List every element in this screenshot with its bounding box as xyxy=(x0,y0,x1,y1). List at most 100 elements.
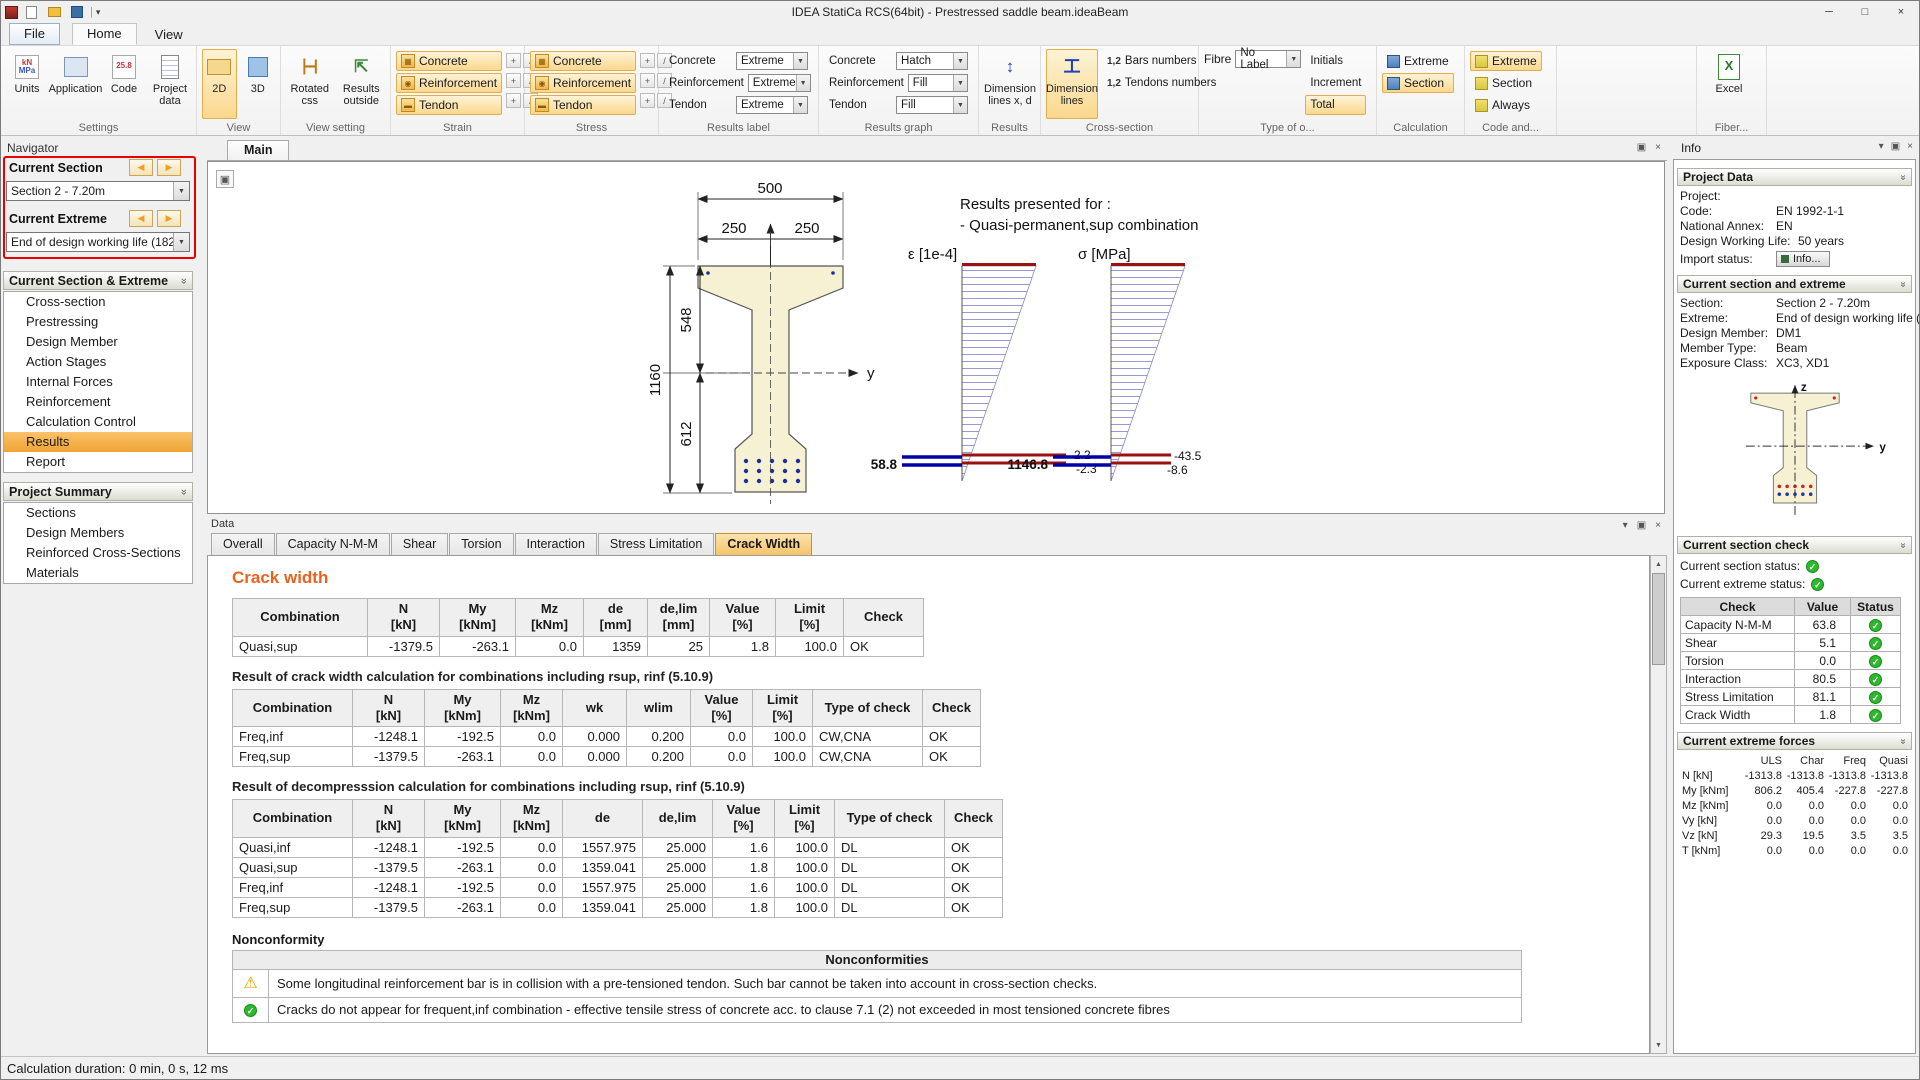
sidebar-item-design-members[interactable]: Design Members xyxy=(26,525,125,540)
project-summary-panel-header[interactable]: Project Summary « xyxy=(3,482,193,501)
chevron-down-icon[interactable]: ▼ xyxy=(793,53,807,69)
pin-icon[interactable]: ▣ xyxy=(1636,520,1647,531)
drawing-canvas[interactable]: ▣ y xyxy=(207,161,1665,514)
close-button[interactable]: × xyxy=(1897,6,1905,18)
view-2d-button[interactable]: 2D xyxy=(202,49,237,119)
scrollbar-thumb[interactable] xyxy=(1652,573,1665,665)
units-button[interactable]: kN MPa Units xyxy=(6,49,48,119)
tab-stress-limitation[interactable]: Stress Limitation xyxy=(597,533,715,555)
collapse-icon[interactable]: « xyxy=(1897,281,1909,287)
chevron-down-icon[interactable]: ▼ xyxy=(953,53,967,69)
current-extreme-forces-header[interactable]: Current extreme forces « xyxy=(1677,732,1912,750)
stress-tendon-toggle[interactable]: ▬ Tendon xyxy=(530,95,637,115)
open-file-button[interactable] xyxy=(44,3,64,21)
strain-concrete-toggle[interactable]: ▦ Concrete xyxy=(396,51,503,71)
strain-scale-plus-icon[interactable]: + xyxy=(506,53,522,68)
tab-crack-width[interactable]: Crack Width xyxy=(715,533,813,555)
application-button[interactable]: Application xyxy=(49,49,102,119)
sidebar-item-reinforcement[interactable]: Reinforcement xyxy=(26,394,111,409)
tab-torsion[interactable]: Torsion xyxy=(449,533,514,555)
close-icon[interactable]: × xyxy=(1655,142,1661,153)
sidebar-item-results[interactable]: Results xyxy=(4,432,192,452)
dimension-lines-button[interactable]: 工 Dimension lines xyxy=(1046,49,1098,119)
code-extreme-toggle[interactable]: Extreme xyxy=(1470,51,1542,71)
current-section-dropdown[interactable]: Section 2 - 7.20m ▼ xyxy=(6,181,190,201)
sidebar-item-cross-section[interactable]: Cross-section xyxy=(26,294,106,309)
customize-toolbar-arrow-icon[interactable]: ▾ xyxy=(95,6,101,17)
stress-reinforcement-toggle[interactable]: ◉ Reinforcement xyxy=(530,73,637,93)
menu-down-icon[interactable]: ▾ xyxy=(1622,520,1628,531)
concrete-graph-dropdown[interactable]: Hatch ▼ xyxy=(896,52,968,70)
dimension-lines-xd-button[interactable]: ↕ Dimension lines x, d xyxy=(984,56,1036,108)
view-3d-button[interactable]: 3D xyxy=(241,49,276,119)
reinforcement-graph-dropdown[interactable]: Fill ▼ xyxy=(907,74,968,92)
tendon-graph-dropdown[interactable]: Fill ▼ xyxy=(896,96,968,114)
close-icon[interactable]: × xyxy=(1907,141,1913,152)
tab-overall[interactable]: Overall xyxy=(211,533,275,555)
concrete-label-dropdown[interactable]: Extreme ▼ xyxy=(736,52,808,70)
strain-reinforcement-toggle[interactable]: ◉ Reinforcement xyxy=(396,73,503,93)
sidebar-item-design-member[interactable]: Design Member xyxy=(26,334,118,349)
project-data-header[interactable]: Project Data « xyxy=(1677,168,1912,186)
tendon-label-dropdown[interactable]: Extreme ▼ xyxy=(736,96,808,114)
current-section-extreme-header[interactable]: Current section and extreme « xyxy=(1677,275,1912,293)
tendons-numbers-toggle[interactable]: 1,2 Tendons numbers xyxy=(1107,77,1217,89)
app-icon[interactable] xyxy=(5,5,18,19)
chevron-down-icon[interactable]: ▼ xyxy=(1286,51,1301,67)
strain-scale-plus-icon[interactable]: + xyxy=(506,73,522,88)
current-extreme-dropdown[interactable]: End of design working life (1825 ▼ xyxy=(6,232,190,252)
pin-icon[interactable]: ▣ xyxy=(1890,141,1901,152)
stress-scale-line-icon[interactable]: / xyxy=(657,93,673,108)
scroll-down-icon[interactable]: ▼ xyxy=(1655,1041,1662,1049)
collapse-icon[interactable]: « xyxy=(177,277,190,284)
tab-interaction[interactable]: Interaction xyxy=(514,533,597,555)
sidebar-item-action-stages[interactable]: Action Stages xyxy=(26,354,107,369)
stress-scale-line-icon[interactable]: / xyxy=(657,53,673,68)
previous-section-button[interactable]: ◀ xyxy=(129,159,153,176)
tab-view[interactable]: View xyxy=(154,27,183,42)
initials-toggle[interactable]: Initials xyxy=(1310,55,1343,67)
results-outside-button[interactable]: ⇱ Results outside xyxy=(342,57,380,108)
sidebar-item-materials[interactable]: Materials xyxy=(26,565,79,580)
section-extreme-panel-header[interactable]: Current Section & Extreme « xyxy=(3,271,193,290)
info-button[interactable]: Info... xyxy=(1776,251,1830,267)
collapse-icon[interactable]: « xyxy=(1897,738,1909,744)
scroll-up-icon[interactable]: ▲ xyxy=(1655,560,1662,568)
collapse-icon[interactable]: « xyxy=(1897,542,1909,548)
stress-scale-line-icon[interactable]: / xyxy=(657,73,673,88)
chevron-down-icon[interactable]: ▼ xyxy=(173,233,189,251)
chevron-down-icon[interactable]: ▼ xyxy=(953,97,967,113)
rotated-css-button[interactable]: 工 Rotated css xyxy=(290,58,330,108)
vertical-scrollbar[interactable]: ▲ ▼ xyxy=(1650,555,1667,1054)
stress-scale-plus-icon[interactable]: + xyxy=(640,53,656,68)
zoom-fit-button[interactable]: ▣ xyxy=(216,170,234,188)
tab-main[interactable]: Main xyxy=(227,140,290,160)
sidebar-item-reinforced-cross-sections[interactable]: Reinforced Cross-Sections xyxy=(26,545,181,560)
strain-tendon-toggle[interactable]: ▬ Tendon xyxy=(396,95,503,115)
calculation-section-toggle[interactable]: Section xyxy=(1382,73,1454,93)
sidebar-item-prestressing[interactable]: Prestressing xyxy=(26,314,99,329)
close-icon[interactable]: × xyxy=(1655,520,1661,531)
current-section-check-header[interactable]: Current section check « xyxy=(1677,536,1912,554)
project-data-button[interactable]: Project data xyxy=(149,49,191,119)
tab-shear[interactable]: Shear xyxy=(390,533,449,555)
menu-down-icon[interactable]: ▾ xyxy=(1878,141,1884,152)
chevron-down-icon[interactable]: ▼ xyxy=(173,182,189,200)
pin-icon[interactable]: ▣ xyxy=(1636,142,1647,153)
sidebar-item-sections[interactable]: Sections xyxy=(26,505,76,520)
stress-concrete-toggle[interactable]: ▦ Concrete xyxy=(530,51,637,71)
next-extreme-button[interactable]: ▶ xyxy=(157,210,181,227)
fibre-dropdown[interactable]: No Label ▼ xyxy=(1235,47,1302,71)
previous-extreme-button[interactable]: ◀ xyxy=(129,210,153,227)
stress-scale-plus-icon[interactable]: + xyxy=(640,73,656,88)
chevron-down-icon[interactable]: ▼ xyxy=(953,75,967,91)
maximize-button[interactable]: □ xyxy=(1861,6,1869,18)
chevron-down-icon[interactable]: ▼ xyxy=(793,97,807,113)
sidebar-item-calculation-control[interactable]: Calculation Control xyxy=(26,414,136,429)
tab-home[interactable]: Home xyxy=(71,23,137,45)
chevron-down-icon[interactable]: ▼ xyxy=(795,75,810,91)
collapse-icon[interactable]: « xyxy=(177,488,190,495)
tab-file[interactable]: File xyxy=(9,23,60,45)
bars-numbers-toggle[interactable]: 1,2 Bars numbers xyxy=(1107,55,1197,67)
code-section-toggle[interactable]: Section xyxy=(1470,73,1542,93)
